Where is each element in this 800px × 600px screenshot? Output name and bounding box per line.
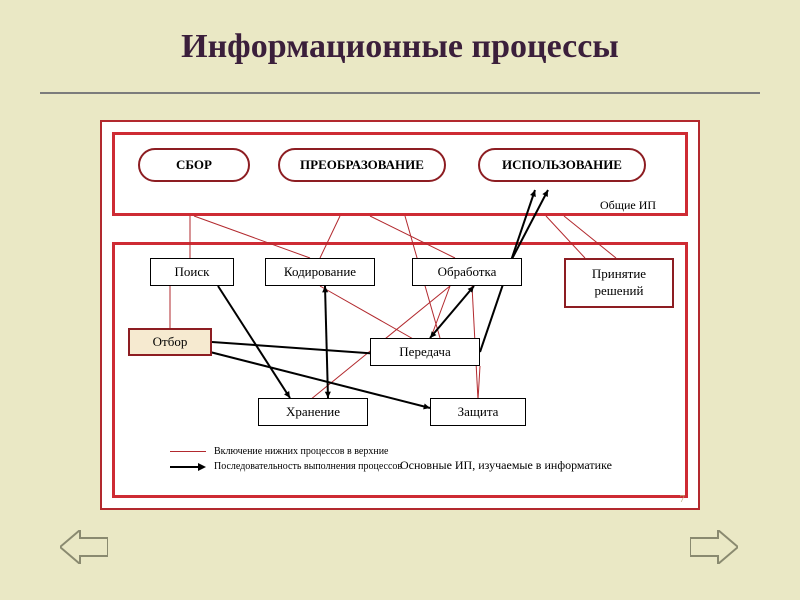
node-poisk: Поиск <box>150 258 234 286</box>
node-label: Защита <box>458 404 499 421</box>
legend-row-line: Включение нижних процессов в верхние <box>170 446 402 457</box>
node-label: Кодирование <box>284 264 356 281</box>
node-label: Принятие решений <box>566 266 672 300</box>
legend-text: Включение нижних процессов в верхние <box>214 446 389 457</box>
node-hranen: Хранение <box>258 398 368 426</box>
node-pereda: Передача <box>370 338 480 366</box>
page-number: 7 <box>680 493 686 505</box>
title-underline <box>40 92 760 94</box>
legend-line-swatch <box>170 451 206 452</box>
legend-text: Последовательность выполнения процессов <box>214 461 402 472</box>
node-priny: Принятие решений <box>564 258 674 308</box>
node-label: Передача <box>399 344 450 361</box>
nav-prev-button[interactable] <box>60 530 108 564</box>
legend-row-arrow: Последовательность выполнения процессов <box>170 461 402 472</box>
top-section-label: Общие ИП <box>600 198 656 213</box>
pill-sbor: СБОР <box>138 148 250 182</box>
legend-arrow-swatch <box>170 462 206 472</box>
node-zashch: Защита <box>430 398 526 426</box>
node-label: Хранение <box>286 404 340 421</box>
page-title: Информационные процессы <box>0 28 800 66</box>
node-label: Обработка <box>438 264 497 281</box>
pill-label: СБОР <box>176 157 212 173</box>
pill-preob: ПРЕОБРАЗОВАНИЕ <box>278 148 446 182</box>
node-obrab: Обработка <box>412 258 522 286</box>
pill-label: ИСПОЛЬЗОВАНИЕ <box>502 157 622 173</box>
bottom-section-label: Основные ИП, изучаемые в информатике <box>400 458 612 473</box>
pill-ispol: ИСПОЛЬЗОВАНИЕ <box>478 148 646 182</box>
pill-label: ПРЕОБРАЗОВАНИЕ <box>300 157 424 173</box>
node-otbor: Отбор <box>128 328 212 356</box>
nav-next-button[interactable] <box>690 530 738 564</box>
legend: Включение нижних процессов в верхние Пос… <box>170 446 402 476</box>
node-kodir: Кодирование <box>265 258 375 286</box>
node-label: Поиск <box>175 264 210 281</box>
node-label: Отбор <box>153 334 188 351</box>
